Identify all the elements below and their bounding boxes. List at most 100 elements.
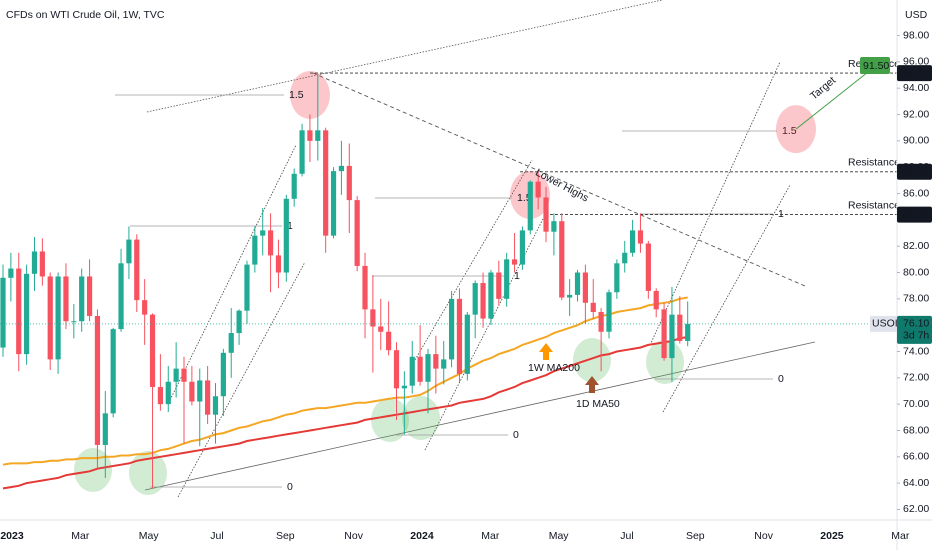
- price-tag: [897, 163, 932, 180]
- price-tag-label: 84.40: [902, 208, 928, 220]
- candle-body: [606, 292, 612, 332]
- candle-body: [79, 276, 85, 322]
- candle-body: [8, 268, 14, 278]
- x-tick-label: Sep: [686, 530, 705, 542]
- candle-body: [677, 314, 683, 341]
- y-tick-label: 92.00: [903, 108, 929, 120]
- candle-body: [456, 298, 463, 374]
- candle-body: [409, 356, 415, 386]
- y-tick-label: 94.00: [903, 82, 929, 94]
- candle-body: [71, 321, 77, 323]
- x-tick-label: Jul: [210, 530, 223, 542]
- x-tick-label: Mar: [71, 530, 90, 542]
- candle-body: [307, 130, 313, 141]
- candle-body: [252, 235, 258, 265]
- y-tick-label: 70.00: [903, 398, 929, 410]
- candle-body: [212, 396, 219, 415]
- circle: [371, 398, 409, 442]
- fib-label: 0: [778, 373, 784, 385]
- price-tag-label: 95.15: [902, 67, 928, 79]
- candle-body: [614, 263, 620, 293]
- candle-body: [551, 221, 557, 232]
- candle-body: [472, 283, 478, 315]
- candle-body: [165, 381, 171, 405]
- candle-body: [574, 272, 581, 295]
- y-tick-label: 66.00: [903, 451, 929, 463]
- last-price-label: 76.10: [903, 318, 929, 330]
- candle-body: [448, 298, 455, 360]
- channel-line: [662, 184, 791, 413]
- support-line: [144, 341, 816, 491]
- candle-body: [181, 368, 187, 382]
- y-tick-label: 64.00: [903, 477, 929, 489]
- annotation: 1W MA200: [528, 362, 580, 374]
- y-tick-label: 72.00: [903, 372, 929, 384]
- candle-body: [386, 331, 392, 351]
- symbol-label: USOIL: [872, 318, 904, 330]
- circle: [402, 396, 440, 440]
- candle-body: [378, 326, 384, 332]
- candle-body: [16, 268, 22, 355]
- target-tag: [860, 57, 890, 74]
- arrow: [539, 343, 553, 360]
- candle-body: [55, 276, 61, 360]
- candle-body: [346, 165, 352, 201]
- candle-body: [582, 272, 588, 303]
- y-tick-label: 68.00: [903, 424, 929, 436]
- candle-body: [134, 239, 140, 301]
- candle-body: [685, 323, 691, 341]
- candle-body: [94, 315, 101, 445]
- x-tick-label: Mar: [481, 530, 500, 542]
- candles: [0, 75, 691, 489]
- candle-body: [567, 294, 573, 298]
- channel-line: [177, 261, 306, 498]
- x-tick-label: Nov: [754, 530, 773, 542]
- candle-body: [31, 251, 38, 274]
- y-tick-label: 86.00: [903, 187, 929, 199]
- candle-body: [543, 197, 549, 232]
- circle: [573, 338, 611, 382]
- candle-body: [417, 356, 423, 382]
- candle-body: [299, 130, 305, 174]
- arrow: [585, 376, 599, 393]
- candle-body: [220, 352, 226, 397]
- y-tick-label: 98.00: [903, 29, 929, 41]
- candle-body: [323, 130, 329, 236]
- candle-body: [441, 359, 447, 369]
- x-tick-label: Nov: [344, 530, 363, 542]
- moving-average: [2, 296, 688, 466]
- channel-line: [411, 159, 533, 366]
- candle-body: [291, 173, 297, 199]
- y-tick-label: 82.00: [903, 240, 929, 252]
- countdown: 3d 7h: [903, 330, 929, 342]
- fib-label: 1: [287, 220, 293, 232]
- candle-body: [511, 259, 518, 265]
- candle-body: [0, 277, 6, 348]
- candle-body: [519, 230, 526, 265]
- candle-body: [401, 385, 407, 389]
- candle-body: [330, 171, 337, 236]
- candle-body: [110, 329, 116, 414]
- candle-body: [142, 300, 148, 315]
- candle-body: [118, 263, 124, 330]
- last-price-tag: [897, 315, 932, 344]
- target-tag-label: 91.50: [863, 60, 889, 72]
- candle-body: [661, 309, 667, 359]
- x-tick-label: 2024: [410, 530, 434, 542]
- level-name: Resistance 2: [848, 157, 909, 169]
- candle-body: [338, 165, 345, 172]
- symbol-tag: [870, 315, 897, 332]
- candle-body: [24, 273, 30, 355]
- circle: [290, 71, 330, 119]
- candle-body: [39, 251, 45, 277]
- candle-body: [315, 130, 321, 141]
- y-tick-label: 96.00: [903, 56, 929, 68]
- price-tag-label: 87.65: [902, 166, 928, 178]
- candle-body: [559, 221, 565, 298]
- x-tick-label: May: [139, 530, 160, 542]
- price-tag: [897, 206, 932, 223]
- y-tick-label: 62.00: [903, 503, 929, 515]
- candle-body: [527, 181, 533, 231]
- x-tick-label: Sep: [276, 530, 295, 542]
- candle-body: [47, 276, 53, 360]
